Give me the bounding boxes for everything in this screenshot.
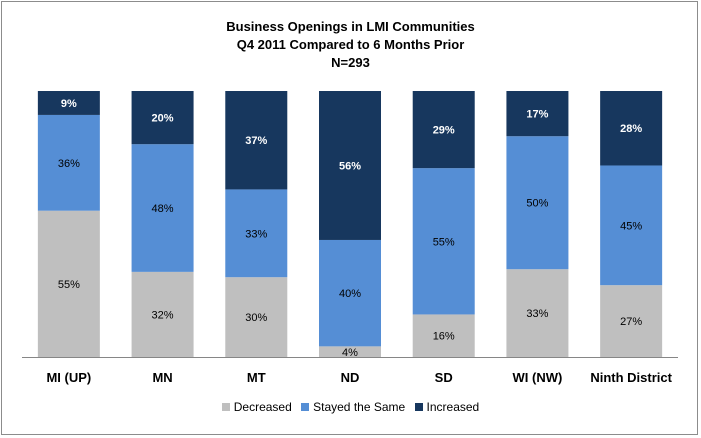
bar-segment-stayed-the-same-mt [225, 189, 288, 278]
bar-segment-stayed-the-same-sd [412, 168, 475, 315]
legend-swatch-decreased [221, 403, 230, 411]
legend-item-stayed-the-same: Stayed the Same [301, 400, 405, 414]
bar-segment-decreased-ninth-district [600, 285, 663, 357]
legend-item-decreased: Decreased [221, 400, 292, 414]
legend-label-decreased: Decreased [233, 400, 292, 414]
data-label-stayed-the-same-sd: 55% [433, 236, 455, 248]
data-label-increased-mn: 20% [152, 113, 174, 125]
bar-segment-increased-wi-nw [506, 91, 569, 137]
data-label-increased-ninth-district: 28% [620, 123, 642, 135]
bar-segment-decreased-mi-up [37, 210, 100, 357]
bar-segment-decreased-wi-nw [506, 269, 569, 357]
legend-label-increased: Increased [426, 400, 480, 414]
data-label-increased-mt: 37% [245, 135, 267, 147]
data-label-increased-nd: 56% [339, 160, 361, 172]
bar-segment-decreased-sd [412, 314, 475, 357]
data-label-decreased-mn: 32% [152, 309, 174, 321]
data-label-stayed-the-same-mn: 48% [152, 203, 174, 215]
chart-sample-size: N=293 [331, 55, 370, 70]
legend-swatch-stayed-the-same [301, 403, 310, 411]
bar-segment-stayed-the-same-nd [319, 239, 381, 347]
data-label-decreased-wi-nw: 33% [526, 308, 548, 320]
chart-legend: Decreased Stayed the Same Increased [0, 400, 701, 414]
chart-subtitle: Q4 2011 Compared to 6 Months Prior [236, 37, 465, 52]
data-label-stayed-the-same-wi-nw: 50% [526, 198, 548, 210]
legend-swatch-increased [414, 403, 423, 411]
data-label-decreased-ninth-district: 27% [620, 316, 642, 328]
x-tick-label-mn: MN [152, 370, 172, 385]
x-tick-label-mt: MT [247, 370, 266, 385]
data-label-stayed-the-same-ninth-district: 45% [620, 220, 642, 232]
data-label-increased-mi-up: 9% [61, 98, 77, 110]
bar-segment-decreased-nd [319, 346, 381, 357]
bar-segment-decreased-mt [225, 277, 288, 357]
data-label-increased-sd: 29% [433, 125, 455, 137]
bar-segment-stayed-the-same-ninth-district [600, 165, 663, 286]
bar-segment-increased-sd [412, 91, 475, 169]
data-label-decreased-nd: 4% [342, 347, 358, 359]
x-tick-label-nd: ND [341, 370, 360, 385]
bar-segment-increased-mt [225, 91, 288, 190]
data-label-stayed-the-same-mi-up: 36% [58, 158, 80, 170]
bar-segment-stayed-the-same-wi-nw [506, 136, 569, 270]
x-tick-label-ninth-district: Ninth District [590, 370, 672, 385]
bar-segment-increased-mi-up [37, 91, 100, 115]
bar-segment-stayed-the-same-mi-up [37, 114, 100, 211]
legend-item-increased: Increased [414, 400, 480, 414]
x-tick-label-wi-nw: WI (NW) [513, 370, 563, 385]
bar-segment-stayed-the-same-mn [131, 144, 194, 272]
bar-segment-increased-ninth-district [600, 91, 663, 166]
data-label-decreased-sd: 16% [433, 331, 455, 343]
legend-label-stayed-the-same: Stayed the Same [313, 400, 406, 414]
data-label-decreased-mt: 30% [245, 312, 267, 324]
data-label-increased-wi-nw: 17% [526, 109, 548, 121]
bar-segment-decreased-mn [131, 271, 194, 357]
x-tick-label-sd: SD [435, 370, 453, 385]
data-label-stayed-the-same-mt: 33% [245, 228, 267, 240]
chart-title: Business Openings in LMI Communities [226, 19, 475, 34]
x-tick-label-mi-up: MI (UP) [46, 370, 91, 385]
bar-segment-increased-nd [319, 91, 381, 240]
bar-segment-increased-mn [131, 91, 194, 145]
data-label-decreased-mi-up: 55% [58, 279, 80, 291]
data-label-stayed-the-same-nd: 40% [339, 288, 361, 300]
